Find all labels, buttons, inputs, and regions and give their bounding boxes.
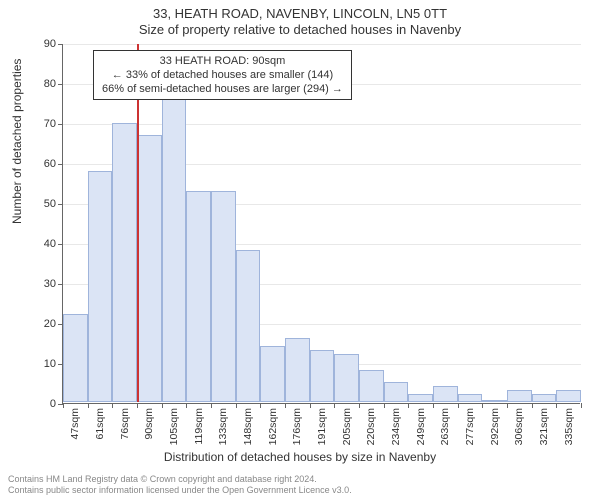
x-tick-label: 306sqm <box>513 408 525 445</box>
y-tick-label: 30 <box>26 278 56 290</box>
histogram-bar <box>162 99 187 402</box>
y-tick-label: 70 <box>26 118 56 130</box>
x-tick-mark <box>63 403 64 408</box>
histogram-bar <box>112 123 137 402</box>
x-tick-label: 220sqm <box>365 408 377 445</box>
x-tick-mark <box>359 403 360 408</box>
y-tick-mark <box>58 84 63 85</box>
plot: 010203040506070809047sqm61sqm76sqm90sqm1… <box>62 44 580 404</box>
y-tick-mark <box>58 244 63 245</box>
x-tick-mark <box>556 403 557 408</box>
grid-line <box>63 124 581 125</box>
histogram-bar <box>384 382 409 402</box>
x-tick-label: 90sqm <box>143 408 155 440</box>
y-tick-mark <box>58 164 63 165</box>
title-address: 33, HEATH ROAD, NAVENBY, LINCOLN, LN5 0T… <box>0 6 600 22</box>
y-tick-label: 20 <box>26 318 56 330</box>
x-tick-mark <box>112 403 113 408</box>
y-tick-mark <box>58 124 63 125</box>
x-tick-mark <box>310 403 311 408</box>
x-tick-label: 249sqm <box>415 408 427 445</box>
y-tick-label: 0 <box>26 398 56 410</box>
x-tick-mark <box>384 403 385 408</box>
y-axis-label: Number of detached properties <box>10 59 24 224</box>
x-tick-label: 292sqm <box>489 408 501 445</box>
chart-container: 33, HEATH ROAD, NAVENBY, LINCOLN, LN5 0T… <box>0 0 600 500</box>
x-tick-mark <box>482 403 483 408</box>
histogram-bar <box>556 390 581 402</box>
y-tick-label: 40 <box>26 238 56 250</box>
title-block: 33, HEATH ROAD, NAVENBY, LINCOLN, LN5 0T… <box>0 6 600 38</box>
x-tick-label: 176sqm <box>291 408 303 445</box>
grid-line <box>63 44 581 45</box>
histogram-bar <box>334 354 359 402</box>
histogram-bar <box>532 394 557 402</box>
x-tick-label: 119sqm <box>193 408 205 445</box>
x-tick-mark <box>211 403 212 408</box>
histogram-bar <box>211 191 236 402</box>
x-tick-label: 148sqm <box>242 408 254 445</box>
histogram-bar <box>482 400 507 402</box>
y-tick-label: 10 <box>26 358 56 370</box>
x-tick-label: 321sqm <box>538 408 550 445</box>
x-tick-label: 133sqm <box>217 408 229 445</box>
x-tick-label: 335sqm <box>563 408 575 445</box>
histogram-bar <box>285 338 310 402</box>
x-axis-label: Distribution of detached houses by size … <box>0 450 600 464</box>
annotation-line: ← 33% of detached houses are smaller (14… <box>102 68 343 82</box>
histogram-bar <box>359 370 384 402</box>
x-tick-mark <box>285 403 286 408</box>
x-tick-label: 263sqm <box>439 408 451 445</box>
histogram-bar <box>507 390 532 402</box>
title-subtitle: Size of property relative to detached ho… <box>0 22 600 38</box>
x-tick-label: 205sqm <box>341 408 353 445</box>
histogram-bar <box>137 135 162 402</box>
x-tick-label: 162sqm <box>267 408 279 445</box>
x-tick-mark <box>408 403 409 408</box>
histogram-bar <box>433 386 458 402</box>
x-tick-mark <box>458 403 459 408</box>
histogram-bar <box>310 350 335 402</box>
y-tick-label: 60 <box>26 158 56 170</box>
x-tick-mark <box>507 403 508 408</box>
x-tick-label: 277sqm <box>464 408 476 445</box>
x-tick-label: 61sqm <box>94 408 106 440</box>
annotation-line: 33 HEATH ROAD: 90sqm <box>102 54 343 68</box>
annotation-box: 33 HEATH ROAD: 90sqm← 33% of detached ho… <box>93 50 352 100</box>
footer-attribution: Contains HM Land Registry data © Crown c… <box>8 474 352 496</box>
x-tick-label: 47sqm <box>69 408 81 440</box>
histogram-bar <box>260 346 285 402</box>
x-tick-mark <box>137 403 138 408</box>
x-tick-mark <box>532 403 533 408</box>
x-tick-mark <box>88 403 89 408</box>
y-tick-mark <box>58 204 63 205</box>
x-tick-label: 191sqm <box>316 408 328 445</box>
x-tick-label: 105sqm <box>168 408 180 445</box>
x-tick-mark <box>334 403 335 408</box>
x-tick-mark <box>433 403 434 408</box>
x-tick-label: 76sqm <box>119 408 131 440</box>
histogram-bar <box>236 250 261 402</box>
annotation-line: 66% of semi-detached houses are larger (… <box>102 82 343 96</box>
y-tick-mark <box>58 284 63 285</box>
plot-area: 010203040506070809047sqm61sqm76sqm90sqm1… <box>62 44 580 404</box>
y-tick-label: 90 <box>26 38 56 50</box>
histogram-bar <box>186 191 211 402</box>
x-tick-mark <box>581 403 582 408</box>
histogram-bar <box>88 171 113 402</box>
x-tick-label: 234sqm <box>390 408 402 445</box>
x-tick-mark <box>162 403 163 408</box>
y-tick-label: 50 <box>26 198 56 210</box>
y-tick-label: 80 <box>26 78 56 90</box>
histogram-bar <box>458 394 483 402</box>
footer-line1: Contains HM Land Registry data © Crown c… <box>8 474 352 485</box>
x-tick-mark <box>260 403 261 408</box>
histogram-bar <box>408 394 433 402</box>
histogram-bar <box>63 314 88 402</box>
footer-line2: Contains public sector information licen… <box>8 485 352 496</box>
x-tick-mark <box>236 403 237 408</box>
x-tick-mark <box>186 403 187 408</box>
y-tick-mark <box>58 44 63 45</box>
